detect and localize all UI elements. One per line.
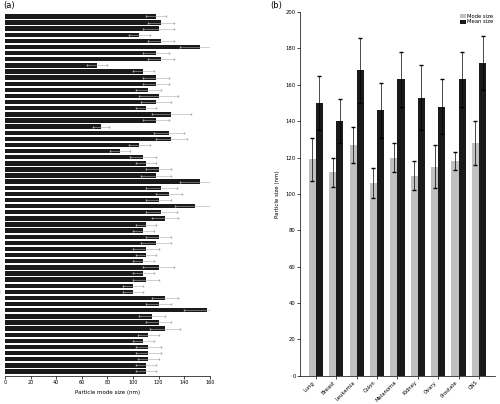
Bar: [377, 110, 384, 376]
Bar: [5, 88, 148, 92]
Bar: [5, 26, 158, 31]
Bar: [5, 235, 158, 239]
Bar: [5, 284, 133, 288]
Bar: [5, 259, 143, 263]
Bar: [472, 143, 479, 376]
Bar: [356, 70, 364, 376]
Bar: [5, 296, 165, 300]
Bar: [5, 228, 143, 233]
Bar: [5, 192, 169, 196]
Bar: [5, 290, 133, 294]
Bar: [5, 167, 158, 172]
Bar: [398, 79, 404, 376]
Bar: [5, 308, 207, 312]
Bar: [5, 253, 146, 257]
Bar: [5, 76, 156, 80]
Bar: [5, 204, 194, 208]
Bar: [5, 173, 156, 178]
Bar: [5, 222, 146, 227]
Bar: [5, 130, 169, 135]
Bar: [370, 183, 377, 376]
Bar: [5, 314, 152, 318]
Bar: [5, 45, 200, 49]
Bar: [5, 357, 148, 362]
Bar: [5, 363, 146, 368]
Bar: [5, 39, 161, 43]
Bar: [5, 332, 148, 337]
Bar: [5, 241, 156, 245]
Bar: [458, 79, 466, 376]
Bar: [5, 33, 140, 37]
X-axis label: Particle mode size (nm): Particle mode size (nm): [75, 390, 140, 396]
Text: (a): (a): [3, 1, 14, 11]
Bar: [5, 63, 97, 67]
Bar: [431, 166, 438, 376]
Bar: [5, 179, 200, 184]
Bar: [5, 124, 101, 129]
Bar: [5, 137, 172, 141]
Bar: [5, 57, 161, 61]
Bar: [316, 103, 323, 376]
Bar: [350, 145, 356, 376]
Bar: [5, 161, 146, 166]
Bar: [5, 247, 146, 251]
Bar: [5, 20, 161, 25]
Bar: [5, 149, 120, 153]
Bar: [308, 159, 316, 376]
Bar: [5, 14, 156, 19]
Bar: [5, 320, 158, 325]
Bar: [5, 345, 148, 349]
Bar: [5, 265, 158, 269]
Bar: [329, 172, 336, 376]
Bar: [5, 271, 143, 276]
Bar: [5, 94, 158, 98]
Bar: [410, 176, 418, 376]
Bar: [5, 185, 161, 190]
Text: (b): (b): [270, 1, 282, 11]
Bar: [5, 339, 143, 343]
Bar: [5, 369, 146, 374]
Bar: [5, 106, 146, 110]
Bar: [5, 302, 158, 306]
Bar: [5, 143, 140, 147]
Bar: [5, 118, 156, 123]
Bar: [5, 326, 165, 331]
Bar: [5, 198, 158, 202]
Bar: [5, 69, 143, 74]
Bar: [418, 97, 425, 376]
Bar: [390, 158, 398, 376]
Bar: [452, 161, 458, 376]
Bar: [5, 51, 156, 55]
Legend: Mode size, Mean size: Mode size, Mean size: [460, 13, 494, 25]
Bar: [5, 351, 148, 355]
Bar: [5, 210, 161, 215]
Bar: [438, 107, 446, 376]
Bar: [5, 82, 156, 86]
Bar: [5, 278, 146, 282]
Bar: [5, 155, 143, 160]
Bar: [479, 63, 486, 376]
Bar: [5, 112, 172, 116]
Bar: [336, 121, 344, 376]
Bar: [5, 100, 156, 104]
Y-axis label: Particle size (nm): Particle size (nm): [275, 170, 280, 218]
Bar: [5, 216, 165, 221]
